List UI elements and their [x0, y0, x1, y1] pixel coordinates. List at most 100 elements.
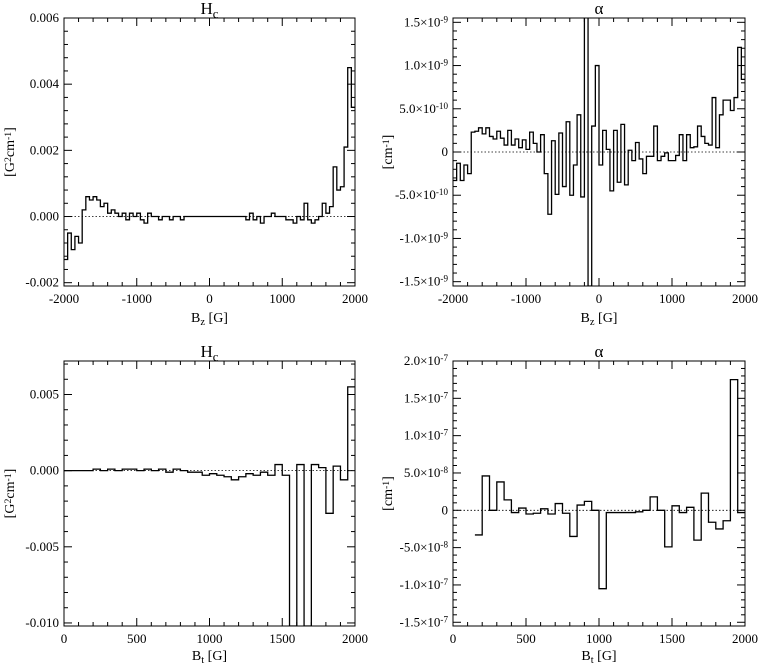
- y-tick-mantissa: -1.5×10: [400, 274, 441, 289]
- chart-title: α: [595, 342, 604, 361]
- x-tick-label: 2000: [342, 631, 368, 646]
- x-tick-label: 1000: [269, 291, 295, 306]
- x-tick-label: 2000: [732, 291, 758, 306]
- y-tick-exponent: -10: [436, 101, 449, 111]
- y-axis-label-txt: [G: [3, 504, 18, 519]
- x-tick-label: 1500: [659, 631, 685, 646]
- y-axis-label-sup: 2: [3, 157, 14, 162]
- y-tick-mantissa: 1.0×10: [404, 428, 441, 443]
- y-tick-mantissa: 1.5×10: [404, 14, 441, 29]
- y-axis-label: [G2cm-1]: [3, 127, 19, 177]
- y-tick-label: 1.5×10-9: [404, 14, 449, 29]
- y-tick-mantissa: 2.0×10: [404, 353, 441, 368]
- y-tick-label: 1.0×10-7: [404, 428, 449, 443]
- y-axis-label-sup: -1: [3, 132, 14, 140]
- y-tick-exponent: -9: [440, 231, 448, 241]
- x-axis-label-base: B: [581, 311, 590, 326]
- y-tick-exponent: -9: [440, 58, 448, 68]
- y-tick-label: 0: [442, 502, 449, 517]
- x-axis-label-sub: t: [201, 655, 204, 664]
- y-tick-label: -0.010: [25, 615, 59, 630]
- x-axis-label: Bz [G]: [581, 311, 618, 328]
- y-axis-label-txt: ]: [381, 135, 396, 140]
- x-axis-label-sub: t: [591, 655, 594, 664]
- chart-title: Hc: [201, 0, 219, 21]
- x-axis-label-base: B: [191, 311, 200, 326]
- y-axis-label: [cm-1]: [381, 135, 397, 170]
- y-tick-label: 0.005: [30, 387, 59, 402]
- y-tick-exponent: -7: [440, 428, 448, 438]
- series-line: [453, 18, 745, 286]
- series-line: [474, 379, 745, 590]
- y-axis-label-txt: cm: [3, 481, 18, 498]
- y-tick-label: 0: [442, 144, 449, 159]
- y-tick-label: -1.5×10-7: [400, 614, 449, 629]
- chart-title-sub: c: [213, 350, 219, 364]
- x-tick-label: -2000: [438, 291, 468, 306]
- x-tick-label: 0: [450, 631, 457, 646]
- x-tick-label: 1500: [269, 631, 295, 646]
- x-tick-label: 0: [61, 631, 68, 646]
- chart-panel-2: -2000 -1000 0 1000 2000-1.5×10-9-1.0×10-9-5.…: [381, 0, 759, 328]
- y-tick-label: 5.0×10-10: [399, 101, 448, 116]
- chart-panel-4: 0 500 1000 1500 2000-1.5×10-7-1.0×10-7-5.0×1…: [381, 342, 759, 664]
- y-axis-label-txt: cm: [3, 140, 18, 157]
- y-axis-label-sup: -1: [3, 473, 14, 481]
- y-tick-mantissa: 1.5×10: [404, 390, 441, 405]
- y-tick-mantissa: -5.0×10: [395, 187, 436, 202]
- series-line: [64, 386, 355, 626]
- y-tick-mantissa: 1.0×10: [404, 58, 441, 73]
- y-tick-label: 0.006: [30, 10, 60, 25]
- y-tick-mantissa: 5.0×10: [404, 465, 441, 480]
- y-tick-label: 0.000: [30, 209, 59, 224]
- x-tick-label: 1000: [659, 291, 685, 306]
- y-tick-label: -1.0×10-9: [400, 230, 449, 245]
- y-tick-exponent: -9: [440, 15, 448, 25]
- y-tick-exponent: -9: [440, 274, 448, 284]
- x-axis-label-txt: [G]: [594, 649, 617, 664]
- y-axis-label-txt: ]: [3, 127, 18, 132]
- x-tick-label: 1000: [197, 631, 223, 646]
- x-axis-label-sub: z: [590, 317, 595, 328]
- y-axis-label: [G2cm-1]: [3, 469, 19, 519]
- x-axis-label-base: B: [581, 649, 590, 664]
- y-axis-label-sup: -1: [381, 139, 392, 147]
- x-tick-label: 1000: [586, 631, 612, 646]
- y-tick-exponent: -10: [436, 188, 449, 198]
- x-tick-label: -1000: [511, 291, 541, 306]
- y-tick-exponent: -7: [440, 615, 448, 625]
- x-axis-label-txt: [G]: [205, 311, 228, 326]
- y-axis-label-txt: ]: [3, 469, 18, 474]
- x-tick-label: 0: [206, 291, 213, 306]
- y-axis-label-sup: -1: [381, 481, 392, 489]
- x-axis-label-txt: [G]: [595, 311, 618, 326]
- chart-title-txt: α: [595, 342, 604, 361]
- x-tick-label: 0: [596, 291, 603, 306]
- x-axis-label-base: B: [192, 649, 201, 664]
- chart-title-txt: α: [595, 0, 604, 18]
- x-axis-label-sub: z: [200, 317, 205, 328]
- y-tick-label: -1.0×10-7: [400, 577, 449, 592]
- x-tick-label: 2000: [342, 291, 368, 306]
- chart-title: Hc: [201, 342, 219, 364]
- y-tick-label: 2.0×10-7: [404, 353, 449, 368]
- y-tick-exponent: -7: [440, 353, 448, 363]
- x-axis-label: Bt [G]: [581, 649, 616, 664]
- x-axis-label-txt: [G]: [204, 649, 227, 664]
- y-axis-label-txt: ]: [381, 476, 396, 481]
- y-tick-exponent: -8: [440, 465, 448, 475]
- x-tick-label: 500: [516, 631, 536, 646]
- chart-panel-3: 0 500 1000 1500 2000 -0.010 -0.005 0.000 0.005 Hc…: [3, 342, 369, 664]
- plot-frame: [63, 17, 356, 287]
- y-tick-exponent: -7: [440, 391, 448, 401]
- y-tick-exponent: -8: [440, 540, 448, 550]
- y-tick-label: -0.005: [25, 539, 59, 554]
- series-line: [64, 66, 355, 261]
- x-tick-label: 2000: [732, 631, 758, 646]
- chart-panel-1: -2000 -1000 0 1000 2000 -0.002 0.000 0.002 0.004…: [3, 0, 369, 328]
- y-tick-label: -1.5×10-9: [400, 274, 449, 289]
- y-tick-mantissa: -5.0×10: [400, 540, 441, 555]
- y-tick-mantissa: -1.5×10: [400, 614, 441, 629]
- x-tick-label: -1000: [122, 291, 152, 306]
- y-tick-label: 5.0×10-8: [404, 465, 449, 480]
